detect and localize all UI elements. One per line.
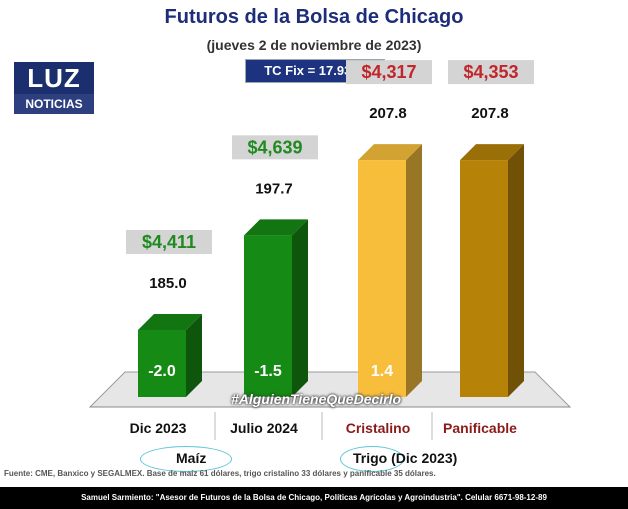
price-label-1: $4,639 bbox=[247, 137, 302, 157]
bar-top-2 bbox=[358, 144, 422, 161]
bar-top-0 bbox=[138, 313, 202, 330]
price-box-0 bbox=[126, 229, 212, 254]
bar-0 bbox=[138, 329, 186, 397]
price-label-0: $4,411 bbox=[142, 232, 196, 252]
price-label-3: $4,353 bbox=[463, 62, 518, 82]
value-label-2: 207.8 bbox=[369, 105, 407, 122]
value-label-3: 207.8 bbox=[471, 105, 509, 122]
bar-side-3 bbox=[508, 144, 524, 397]
bar-side-0 bbox=[186, 313, 202, 397]
luz-noticias-logo: LUZ NOTICIAS bbox=[14, 62, 94, 114]
bar-top-1 bbox=[244, 219, 308, 236]
trigo-group-label: Trigo (Dic 2023) bbox=[353, 450, 458, 466]
price-label-2: $4,317 bbox=[361, 62, 416, 82]
page-title: Futuros de la Bolsa de Chicago bbox=[164, 6, 464, 28]
value-label-1: 197.7 bbox=[255, 180, 293, 197]
change-label-2: 1.4 bbox=[371, 363, 393, 380]
bar-3 bbox=[460, 160, 508, 397]
page-subtitle: (jueves 2 de noviembre de 2023) bbox=[206, 37, 422, 53]
price-box-2 bbox=[346, 60, 432, 85]
trigo-group-ellipse bbox=[340, 446, 404, 472]
category-label-1: Julio 2024 bbox=[230, 420, 298, 436]
value-label-0: 185.0 bbox=[149, 275, 187, 292]
category-label-2: Cristalino bbox=[346, 420, 411, 436]
bar-side-2 bbox=[406, 144, 422, 397]
hashtag-watermark: #AlguienTieneQueDecirlo bbox=[230, 391, 402, 407]
footer-credit: Samuel Sarmiento: "Asesor de Futuros de … bbox=[0, 487, 628, 509]
logo-text-luz: LUZ bbox=[27, 63, 81, 93]
bar-2 bbox=[358, 160, 406, 397]
category-label-3: Panificable bbox=[443, 420, 517, 436]
price-box-1 bbox=[232, 135, 318, 160]
change-label-0: -2.0 bbox=[148, 363, 176, 380]
maiz-group-ellipse bbox=[140, 446, 232, 472]
category-label-0: Dic 2023 bbox=[130, 420, 187, 436]
bar-top-3 bbox=[460, 144, 524, 161]
maiz-group-label: Maíz bbox=[176, 450, 207, 466]
price-box-3 bbox=[448, 60, 534, 85]
source-note: Fuente: CME, Banxico y SEGALMEX. Base de… bbox=[4, 469, 436, 478]
bar-side-1 bbox=[292, 219, 308, 397]
bar-1 bbox=[244, 235, 292, 397]
change-label-1: -1.5 bbox=[254, 363, 282, 380]
logo-text-noticias: NOTICIAS bbox=[14, 94, 94, 114]
